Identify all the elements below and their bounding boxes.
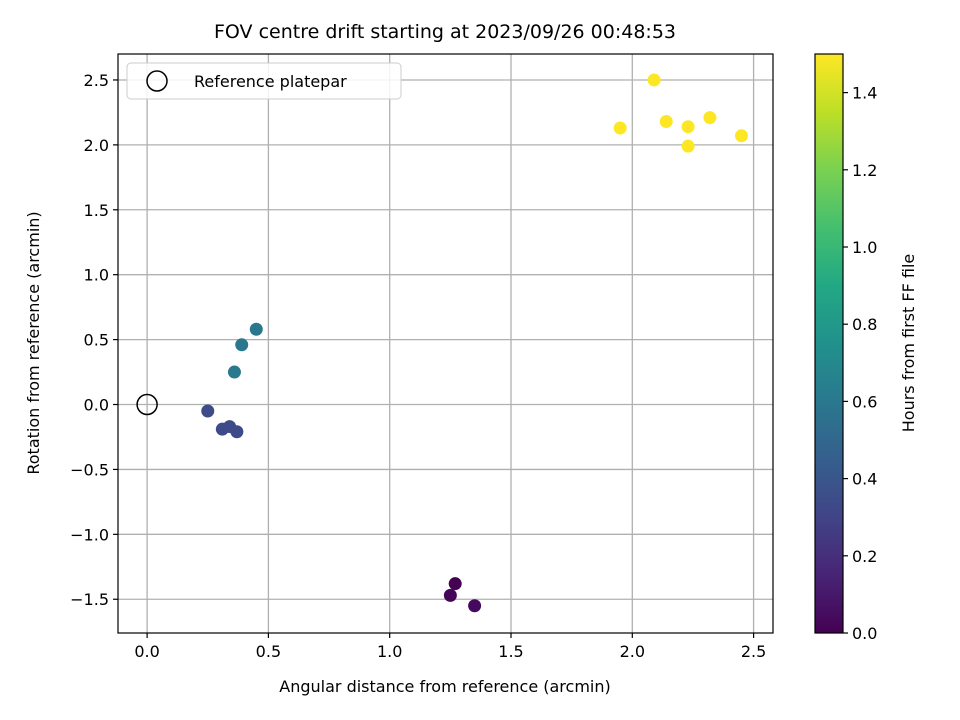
axes-frame	[117, 53, 774, 634]
data-point	[448, 577, 462, 591]
x-tick-label: 2.0	[620, 642, 645, 661]
data-point	[681, 120, 695, 134]
y-tick-label: 1.5	[84, 201, 109, 220]
colorbar-tick-label: 1.4	[852, 84, 877, 103]
plot-area: 0.0 0.5 1.0 1.5 2.0 2.5 −1.5 −1.0 −0.5 0.0 0.5 1.0 1…	[70, 53, 774, 661]
data-point	[647, 73, 661, 87]
x-axis-label: Angular distance from reference (arcmin)	[279, 677, 610, 696]
data-point	[227, 365, 241, 379]
data-point	[201, 404, 215, 418]
y-tick-label: 2.5	[84, 71, 109, 90]
data-point	[249, 322, 263, 336]
colorbar-tick-label: 0.6	[852, 392, 877, 411]
colorbar-tick-label: 1.2	[852, 161, 877, 180]
colorbar-tick-label: 0.8	[852, 315, 877, 334]
y-tick-label: −1.0	[70, 525, 109, 544]
x-tick-label: 0.5	[256, 642, 281, 661]
y-tick-label: 0.0	[84, 396, 109, 415]
data-point	[703, 111, 717, 125]
colorbar-tick-label: 0.0	[852, 624, 877, 643]
y-tick-label: 2.0	[84, 136, 109, 155]
data-point	[468, 599, 482, 613]
data-point	[235, 338, 249, 352]
reference-platepar-marker	[136, 393, 158, 416]
legend-marker-open-circle	[146, 70, 168, 92]
y-tick-label: 1.0	[84, 266, 109, 285]
data-point	[613, 121, 627, 135]
y-tick-label: 0.5	[84, 331, 109, 350]
y-axis-label: Rotation from reference (arcmin)	[24, 211, 43, 474]
legend: Reference platepar	[126, 62, 402, 100]
y-tick-label: −0.5	[70, 460, 109, 479]
colorbar: 0.0 0.2 0.4 0.6 0.8 1.0 1.2 1.4	[814, 53, 877, 643]
x-tick-label: 1.0	[377, 642, 402, 661]
colorbar-gradient	[814, 53, 844, 634]
data-point	[734, 129, 748, 143]
y-tick-label: −1.5	[70, 590, 109, 609]
legend-entry-label: Reference platepar	[194, 72, 347, 91]
chart-title: FOV centre drift starting at 2023/09/26 …	[214, 21, 676, 43]
x-tick-label: 2.5	[741, 642, 766, 661]
data-point	[230, 425, 244, 439]
x-tick-label: 0.0	[134, 642, 159, 661]
data-point	[443, 588, 457, 602]
x-tick-label: 1.5	[498, 642, 523, 661]
colorbar-tick-label: 0.2	[852, 547, 877, 566]
colorbar-tick-label: 0.4	[852, 470, 877, 489]
data-point	[681, 139, 695, 153]
colorbar-label: Hours from first FF file	[899, 254, 918, 433]
colorbar-tick-label: 1.0	[852, 238, 877, 257]
legend-box	[126, 62, 402, 100]
data-point	[659, 115, 673, 129]
